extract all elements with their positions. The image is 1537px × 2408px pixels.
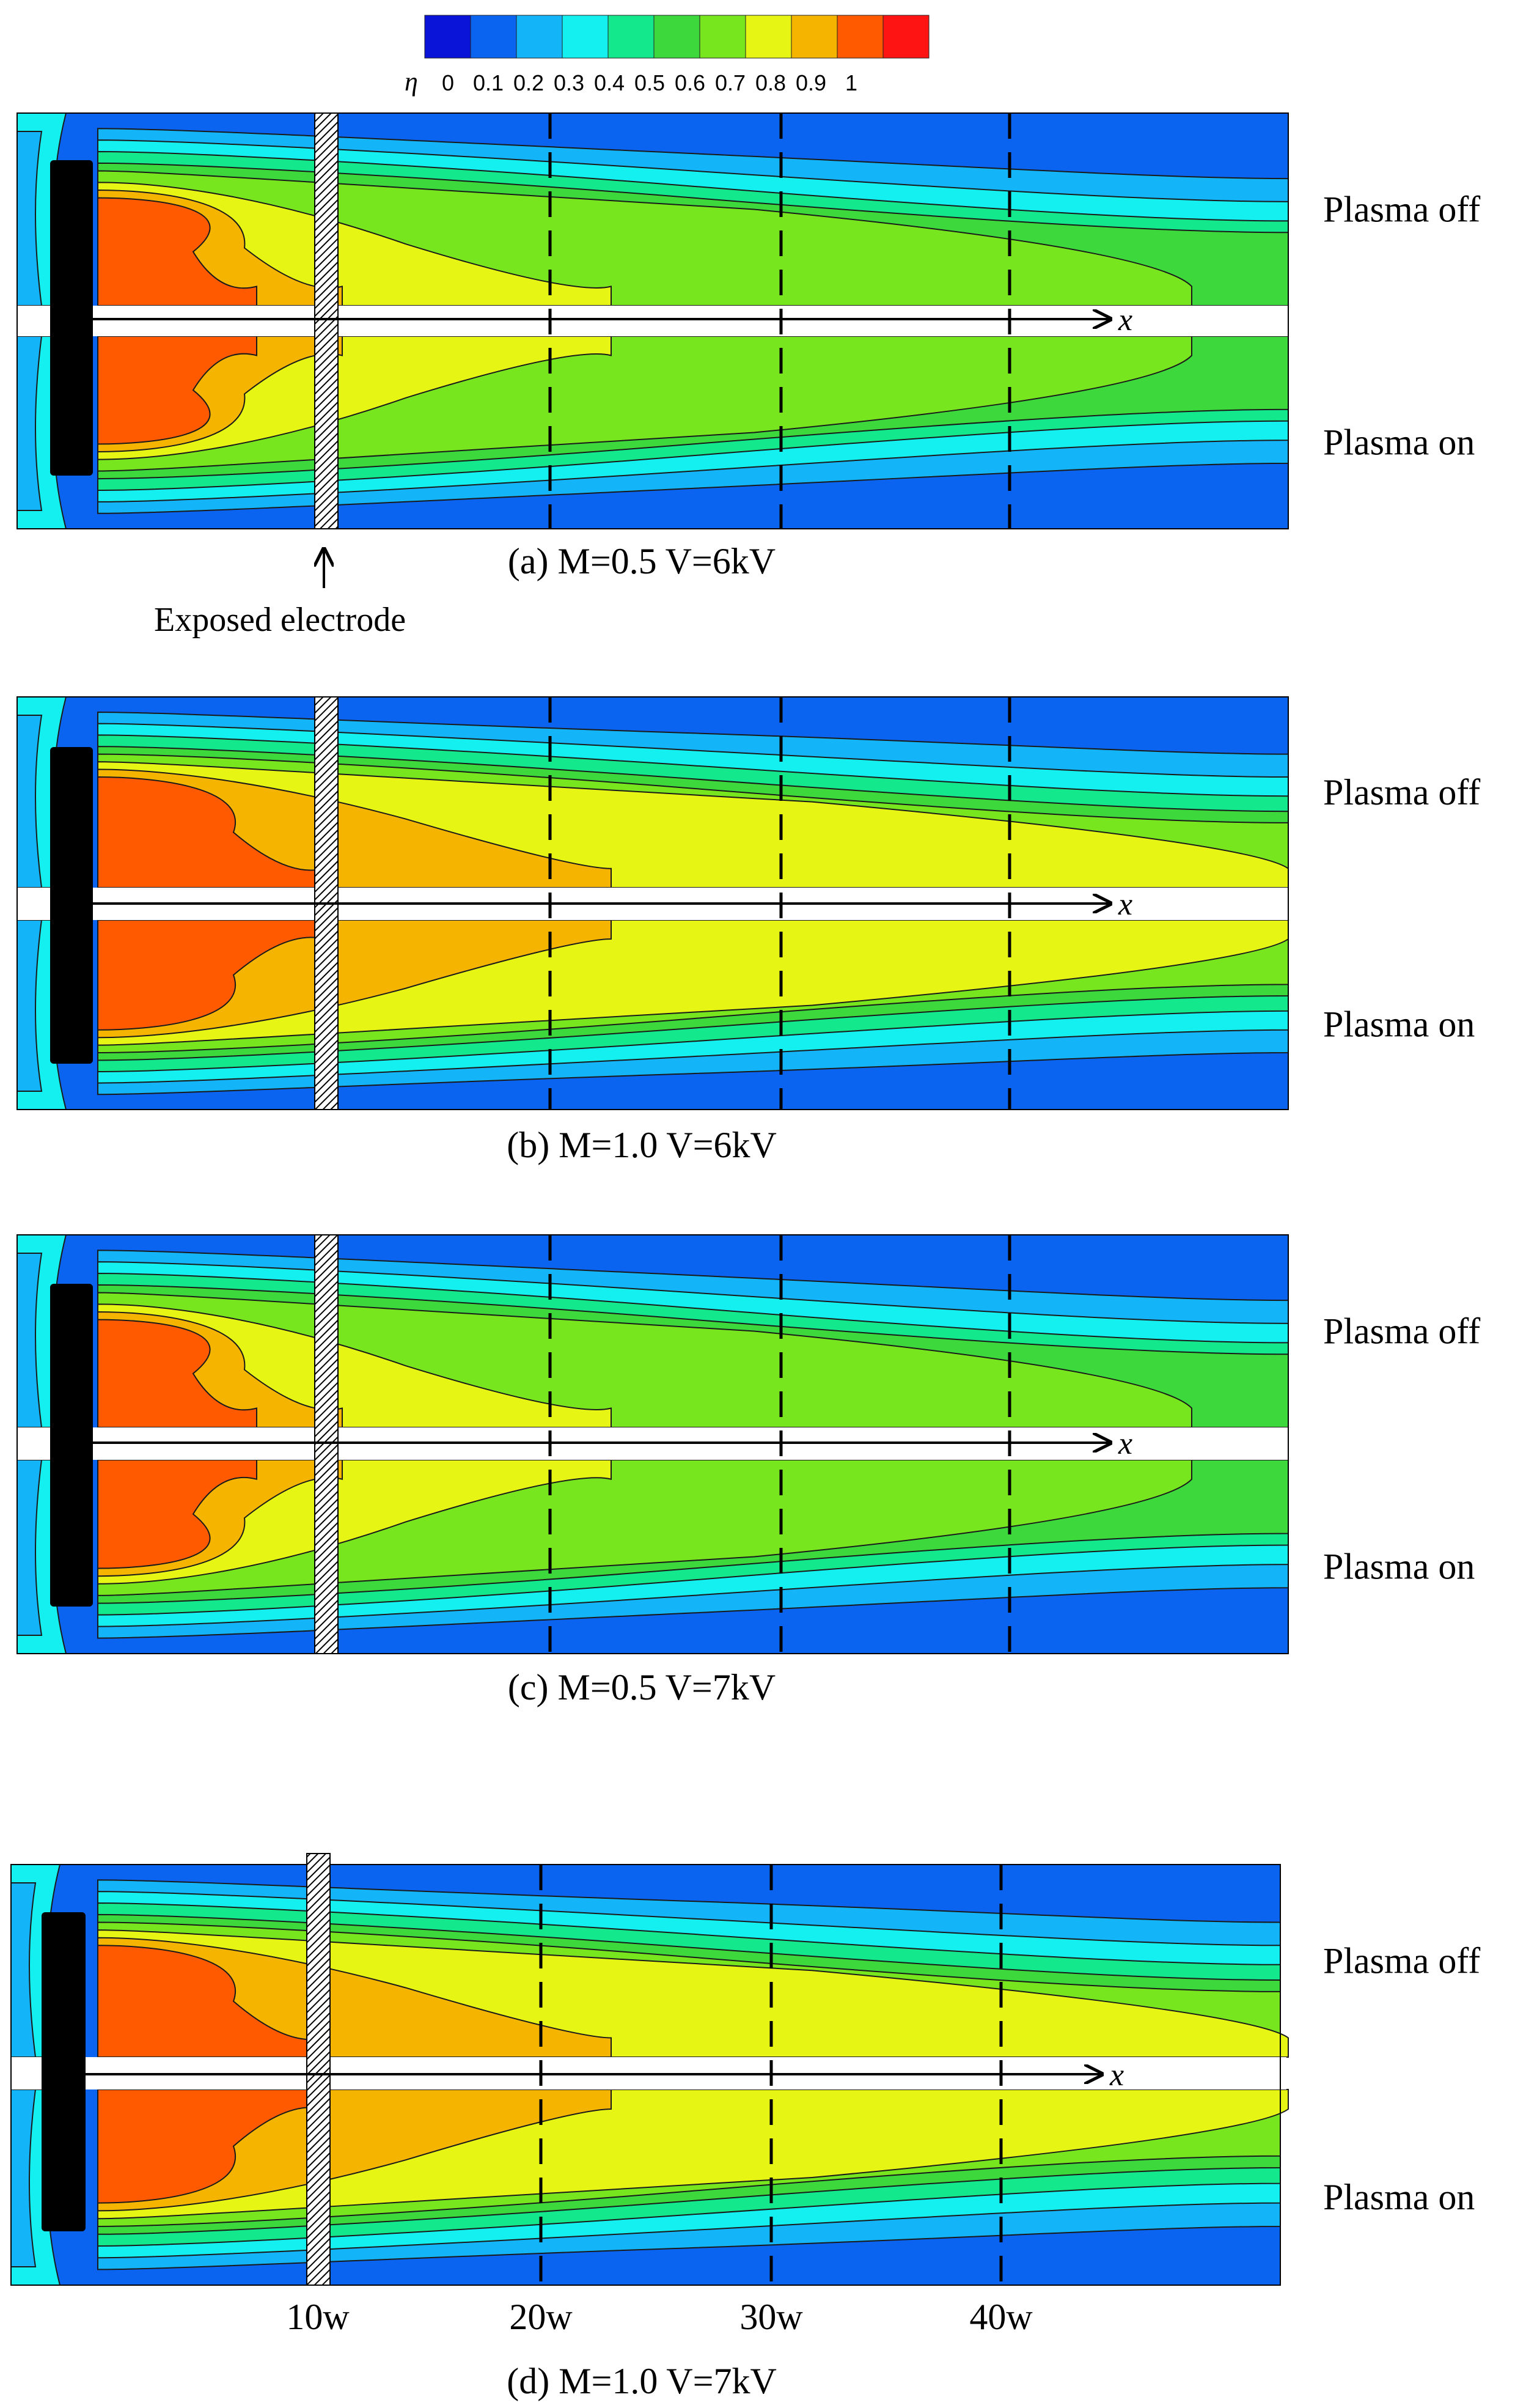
colorbar-tick-label: 0.6 [675, 70, 705, 95]
contour-field [17, 112, 1289, 529]
contour-band [17, 1253, 43, 1428]
colorbar-tick-label: 0.4 [594, 70, 625, 95]
contour-band [17, 131, 43, 306]
colorbar-swatch [699, 15, 746, 59]
panel-b: x Plasma off Plasma on (b) M=1.0 V=6kV [17, 696, 1480, 1165]
colorbar-swatches [424, 15, 930, 59]
contour-band [17, 919, 43, 1092]
panel-frame [17, 112, 1289, 529]
colorbar-swatch [470, 15, 517, 59]
x-tick-label: 20w [509, 2297, 573, 2337]
colorbar-tick-label: 0 [442, 70, 454, 95]
plasma-off-label: Plasma off [1323, 190, 1480, 230]
plasma-on-label: Plasma on [1323, 422, 1475, 462]
contour-band [17, 715, 43, 888]
colorbar-tick-label: 0.5 [634, 70, 665, 95]
colorbar-swatch [653, 15, 700, 59]
electrode-annotation: Exposed electrode [154, 549, 406, 639]
x-axis-label: x [1118, 303, 1132, 337]
colorbar-tick-label: 0.3 [554, 70, 584, 95]
contour-band [97, 1459, 257, 1569]
coolant-slot [50, 160, 93, 476]
contour-field [17, 1234, 1289, 1654]
colorbar-swatch [607, 15, 655, 59]
panel-caption: (b) M=1.0 V=6kV [507, 1125, 777, 1165]
contour-band [10, 2089, 37, 2267]
plasma-on-label: Plasma on [1323, 1004, 1475, 1045]
plasma-off-label: Plasma off [1323, 1311, 1480, 1352]
electrode-annotation-label: Exposed electrode [154, 601, 406, 639]
exposed-electrode [314, 112, 339, 529]
colorbar: η 0 0.1 0.2 0.3 0.4 0.5 0.6 0.7 0.8 0.9 1 [405, 15, 930, 97]
contour-band [10, 1882, 37, 2058]
panel-caption: (d) M=1.0 V=7kV [507, 2361, 777, 2401]
plasma-on-label: Plasma on [1323, 1546, 1475, 1586]
coolant-slot [50, 1284, 93, 1607]
colorbar-swatch [882, 15, 930, 59]
colorbar-swatch [424, 15, 471, 59]
plasma-off-label: Plasma off [1323, 772, 1480, 812]
panel-a: x Plasma off Plasma on (a) M=0.5 V=6kV [17, 112, 1480, 581]
x-tick-labels: 10w 20w 30w 40w [286, 2297, 1033, 2337]
contour-field [10, 1864, 1289, 2286]
x-tick-label: 40w [969, 2297, 1033, 2337]
contour-band [17, 1459, 43, 1636]
plasma-off-label: Plasma off [1323, 1941, 1480, 1981]
panel-c: x Plasma off Plasma on (c) M=0.5 V=7kV [17, 1234, 1480, 1707]
contour-band [97, 336, 257, 445]
contour-field [17, 696, 1289, 1110]
coolant-slot [50, 747, 93, 1064]
contour-band [17, 336, 43, 511]
colorbar-swatch [745, 15, 792, 59]
colorbar-tick-label: 1 [845, 70, 857, 95]
colorbar-tick-label: 0.8 [755, 70, 786, 95]
colorbar-tick-label: 0.1 [473, 70, 504, 95]
colorbar-tick-label: 0.7 [715, 70, 746, 95]
contour-band [97, 1945, 325, 2058]
colorbar-tick-label: 0.2 [513, 70, 544, 95]
panel-caption: (a) M=0.5 V=6kV [508, 541, 776, 581]
panel-frame [10, 1864, 1281, 2286]
contour-band [97, 2089, 325, 2204]
colorbar-symbol: η [405, 67, 418, 97]
x-tick-label: 10w [286, 2297, 350, 2337]
contour-band [97, 1319, 257, 1428]
colorbar-tick-labels: 0 0.1 0.2 0.3 0.4 0.5 0.6 0.7 0.8 0.9 1 [442, 70, 857, 95]
colorbar-tick-label: 0.9 [796, 70, 826, 95]
colorbar-swatch [562, 15, 609, 59]
panel-frame [17, 696, 1289, 1110]
x-axis-label: x [1109, 2058, 1124, 2093]
panels: x Plasma off Plasma on (a) M=0.5 V=6kV x Plas… [10, 112, 1480, 2401]
x-tick-label: 30w [739, 2297, 803, 2337]
colorbar-swatch [791, 15, 838, 59]
contour-band [97, 197, 257, 306]
colorbar-swatch [516, 15, 563, 59]
x-axis-label: x [1118, 1426, 1132, 1461]
contour-band [97, 776, 325, 888]
centerline-strip [17, 306, 1294, 336]
panel-caption: (c) M=0.5 V=7kV [508, 1667, 776, 1707]
x-axis-label: x [1118, 887, 1132, 922]
exposed-electrode [314, 1234, 339, 1654]
panel-frame [17, 1234, 1289, 1654]
contour-band [97, 919, 325, 1031]
colorbar-swatch [837, 15, 884, 59]
coolant-slot [42, 1912, 86, 2231]
plasma-on-label: Plasma on [1323, 2177, 1475, 2217]
panel-d: x Plasma off Plasma on (d) M=1.0 V=7kV [10, 1853, 1480, 2401]
exposed-electrode [306, 1853, 331, 2286]
